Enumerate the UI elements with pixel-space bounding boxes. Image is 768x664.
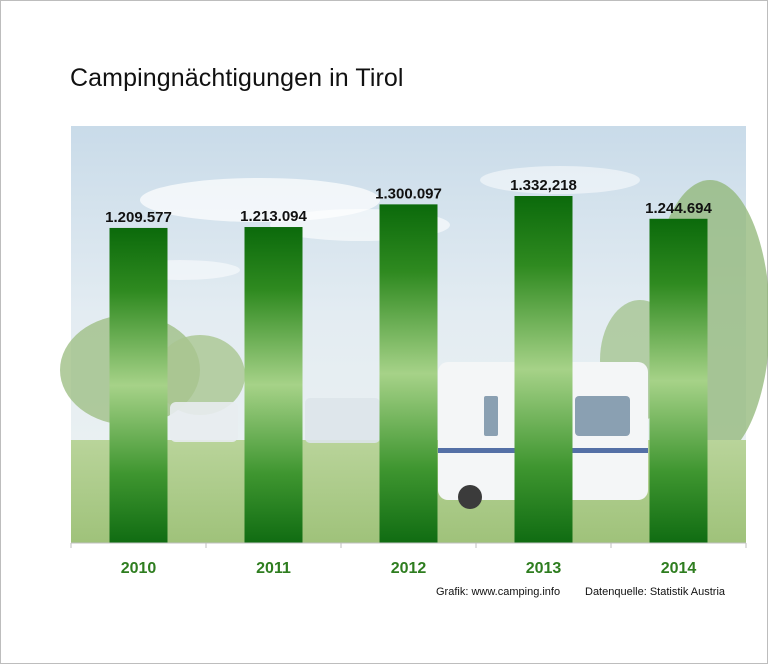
x-tick-label-2011: 2011 [256,560,291,577]
value-labels-group: 1.209.577 1.213.094 1.300.097 1.332,218 1.24… [105,177,712,226]
data-label-2010: 1.209.577 [105,209,172,226]
x-tick-label-2014: 2014 [661,560,697,577]
bar-2011 [244,227,303,544]
footer-graphic-credit: Grafik: www.camping.info [436,586,561,598]
bar-2010 [109,227,168,544]
data-label-2014: 1.244.694 [645,200,712,217]
chart-title: Campingnächtigungen in Tirol [70,64,404,92]
x-axis-tick-labels: 2010 2011 2012 2013 2014 [121,560,697,577]
bars-group [109,196,708,544]
x-tick-label-2012: 2012 [391,560,427,577]
data-label-2011: 1.213.094 [240,208,307,225]
bar-2013 [514,196,573,543]
x-tick-label-2013: 2013 [526,560,562,577]
data-label-2012: 1.300.097 [375,185,442,202]
data-label-2013: 1.332,218 [510,177,577,194]
footer-data-source: Datenquelle: Statistik Austria [585,586,726,598]
bar-2012 [379,204,438,543]
bar-2014 [649,218,708,544]
x-axis-ticks [70,543,747,548]
x-tick-label-2010: 2010 [121,560,157,577]
